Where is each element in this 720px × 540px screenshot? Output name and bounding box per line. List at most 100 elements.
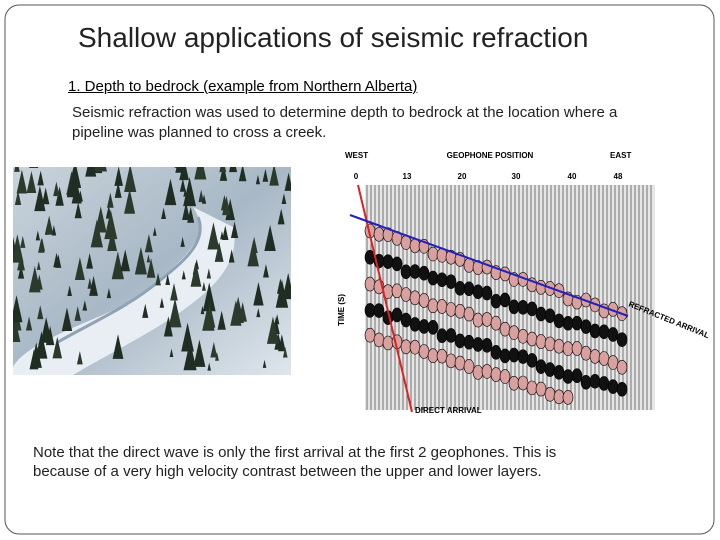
tree: [124, 188, 136, 214]
tree: [114, 182, 122, 198]
tree: [155, 272, 161, 286]
tree: [214, 241, 224, 262]
wavelet: [364, 276, 376, 292]
tree: [175, 167, 185, 173]
wavelet: [463, 334, 475, 350]
wavelet: [517, 349, 529, 364]
wavelet: [499, 321, 511, 337]
tree: [194, 167, 207, 180]
tree: [53, 181, 60, 197]
wavelet: [364, 303, 376, 318]
tree: [256, 308, 261, 318]
tree: [181, 270, 186, 280]
wavelet: [490, 293, 502, 309]
tree: [74, 257, 85, 281]
tree: [14, 167, 20, 172]
tree: [247, 240, 259, 267]
wavelet: [598, 324, 610, 340]
wavelet: [472, 312, 484, 328]
wavelet: [526, 331, 538, 347]
wavelet: [589, 323, 601, 339]
tree: [230, 221, 239, 238]
direct-arrival-label: DIRECT ARRIVAL: [415, 406, 482, 415]
tree: [76, 351, 83, 365]
tree: [230, 300, 242, 326]
tree: [44, 215, 54, 235]
geophone-position-label: GEOPHONE POSITION: [447, 151, 534, 160]
tree: [179, 178, 186, 192]
wavelet: [481, 364, 493, 379]
wavelet: [454, 355, 466, 371]
tree: [262, 168, 269, 182]
tree: [69, 167, 82, 189]
tree: [182, 202, 190, 220]
wavelet: [463, 359, 475, 374]
tree: [146, 258, 156, 278]
wavelet: [508, 347, 520, 363]
tree: [144, 233, 153, 253]
wavelet: [571, 368, 583, 383]
tree: [217, 310, 226, 330]
tree: [35, 230, 40, 241]
wavelet: [418, 293, 430, 308]
wavelet: [499, 369, 511, 384]
tree: [170, 283, 178, 301]
wavelet: [454, 281, 466, 296]
wavelet: [400, 287, 412, 302]
tree: [207, 362, 211, 371]
tree: [28, 265, 41, 293]
wavelet: [616, 359, 628, 375]
wavelet: [553, 389, 565, 405]
tree: [146, 254, 151, 263]
wavelet: [562, 369, 574, 384]
tree: [198, 189, 204, 203]
wavelet: [409, 264, 421, 279]
wavelet: [544, 386, 556, 402]
geophone-number: 0: [354, 172, 359, 181]
wavelet: [418, 265, 430, 281]
paragraph-line: pipeline was planned to cross a creek.: [72, 124, 327, 141]
wavelet: [427, 320, 439, 335]
wavelet: [445, 274, 457, 289]
wavelet: [517, 300, 529, 315]
tree: [192, 262, 199, 275]
tree: [168, 298, 182, 328]
geophone-number: 48: [614, 172, 623, 181]
subtitle: 1. Depth to bedrock (example from Northe…: [68, 78, 418, 95]
tree: [85, 167, 97, 177]
tree: [42, 187, 50, 205]
wavelet: [391, 283, 403, 299]
wavelet: [571, 315, 583, 331]
wavelet: [535, 334, 547, 349]
paragraph-line: Seismic refraction was used to determine…: [72, 104, 618, 121]
tree: [228, 249, 235, 263]
tree: [95, 206, 107, 233]
tree: [16, 169, 28, 194]
tree: [266, 316, 280, 344]
wavelet: [427, 348, 439, 364]
time-axis-label: TIME (S): [337, 294, 346, 326]
tree: [193, 339, 206, 367]
wavelet: [427, 246, 439, 262]
tree: [114, 167, 123, 186]
tree: [263, 264, 269, 278]
note-line: because of a very high velocity contrast…: [33, 463, 542, 480]
tree: [37, 170, 44, 186]
wavelet: [373, 332, 385, 348]
geophone-number: 40: [568, 172, 577, 181]
tree: [222, 195, 231, 216]
wavelet: [373, 303, 385, 318]
wavelet: [418, 344, 430, 359]
tree: [282, 346, 288, 358]
wavelet: [427, 270, 439, 286]
wavelet: [436, 299, 448, 314]
tree: [142, 303, 149, 318]
wavelet: [481, 312, 493, 327]
tree: [201, 281, 206, 291]
wavelet: [598, 351, 610, 366]
wavelet: [607, 355, 619, 370]
tree: [111, 251, 125, 280]
wavelet: [409, 290, 421, 306]
